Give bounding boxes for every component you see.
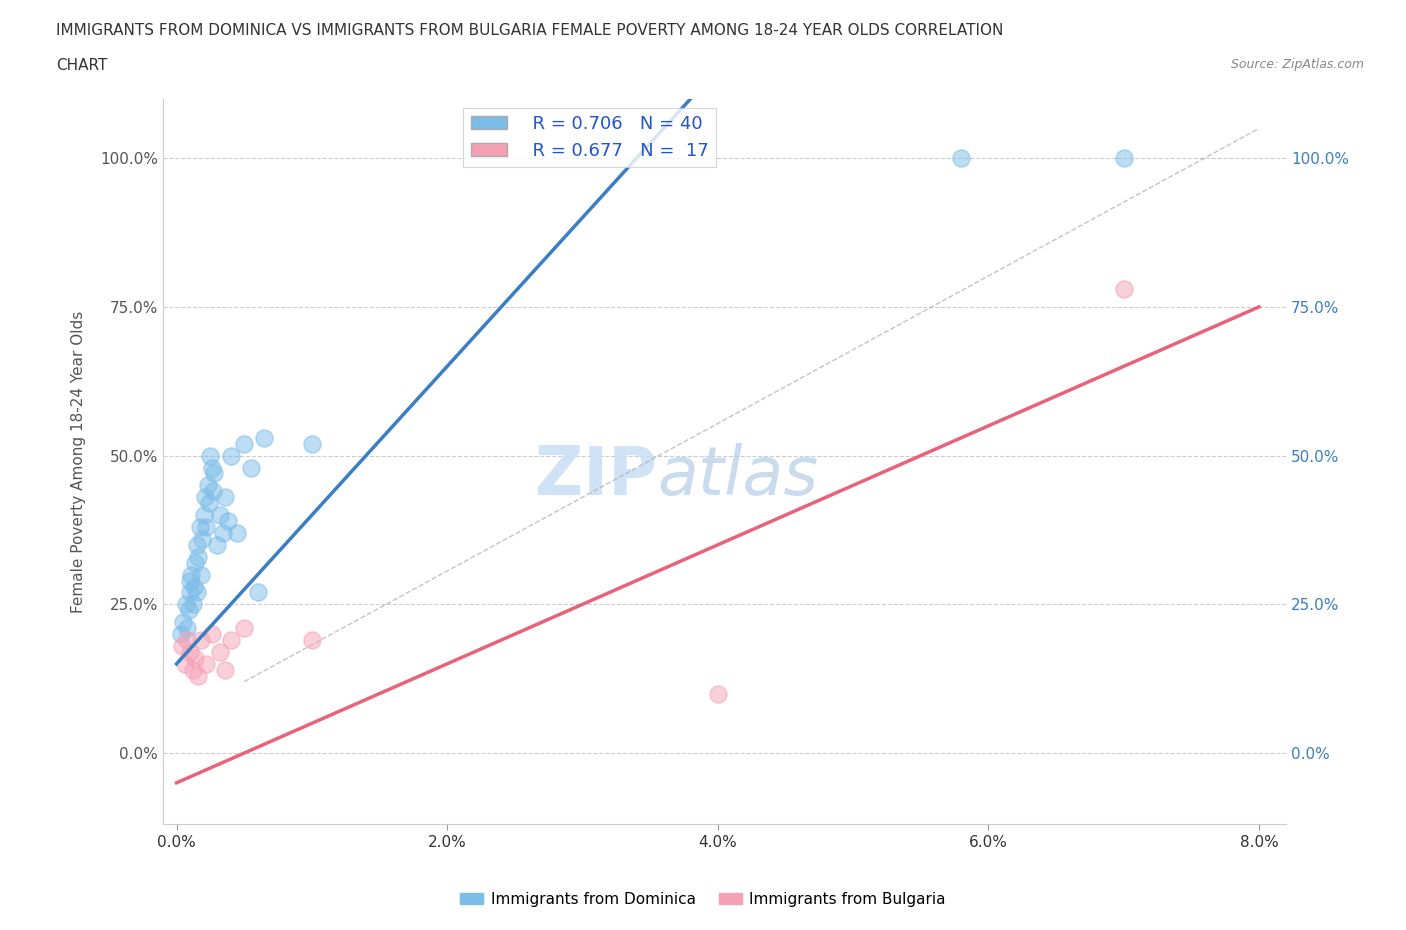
Text: ZIP: ZIP [536, 443, 657, 509]
Point [190, 567, 212, 582]
Point [214, 490, 236, 505]
Point [179, 644, 201, 659]
Point [184, 650, 207, 665]
Point [208, 644, 231, 659]
Point [169, 627, 191, 642]
Point [176, 620, 198, 635]
Legend:   R = 0.706   N = 40,   R = 0.677   N =  17: R = 0.706 N = 40, R = 0.677 N = 17 [464, 108, 716, 167]
Point [172, 615, 194, 630]
Point [188, 520, 211, 535]
Text: IMMIGRANTS FROM DOMINICA VS IMMIGRANTS FROM BULGARIA FEMALE POVERTY AMONG 18-24 : IMMIGRANTS FROM DOMINICA VS IMMIGRANTS F… [56, 23, 1004, 38]
Point [173, 657, 195, 671]
Point [950, 151, 973, 166]
Point [205, 538, 228, 552]
Text: Source: ZipAtlas.com: Source: ZipAtlas.com [1230, 58, 1364, 71]
Point [194, 490, 217, 505]
Point [246, 585, 269, 600]
Legend: Immigrants from Dominica, Immigrants from Bulgaria: Immigrants from Dominica, Immigrants fro… [454, 886, 952, 913]
Point [197, 478, 219, 493]
Point [226, 525, 249, 540]
Point [179, 573, 201, 588]
Point [202, 466, 225, 481]
Point [214, 662, 236, 677]
Point [180, 567, 202, 582]
Point [193, 508, 215, 523]
Point [202, 484, 225, 498]
Point [179, 585, 201, 600]
Point [239, 460, 262, 475]
Point [217, 513, 239, 528]
Point [219, 448, 242, 463]
Point [253, 431, 276, 445]
Point [191, 531, 214, 546]
Point [187, 669, 209, 684]
Point [219, 632, 242, 647]
Point [301, 632, 323, 647]
Point [208, 508, 231, 523]
Point [201, 627, 224, 642]
Point [181, 662, 204, 677]
Point [183, 579, 205, 594]
Point [174, 597, 197, 612]
Point [706, 686, 728, 701]
Text: CHART: CHART [56, 58, 108, 73]
Point [1112, 282, 1135, 297]
Point [198, 496, 221, 511]
Point [211, 525, 233, 540]
Point [170, 639, 193, 654]
Y-axis label: Female Poverty Among 18-24 Year Olds: Female Poverty Among 18-24 Year Olds [72, 311, 86, 613]
Point [181, 597, 204, 612]
Point [176, 632, 198, 647]
Point [186, 585, 208, 600]
Point [233, 436, 256, 451]
Point [195, 520, 218, 535]
Text: atlas: atlas [657, 443, 818, 509]
Point [201, 460, 224, 475]
Point [301, 436, 323, 451]
Point [184, 555, 207, 570]
Point [190, 632, 212, 647]
Point [195, 657, 218, 671]
Point [200, 448, 222, 463]
Point [1112, 151, 1135, 166]
Point [186, 538, 208, 552]
Point [233, 620, 256, 635]
Point [187, 550, 209, 565]
Point [177, 603, 200, 618]
